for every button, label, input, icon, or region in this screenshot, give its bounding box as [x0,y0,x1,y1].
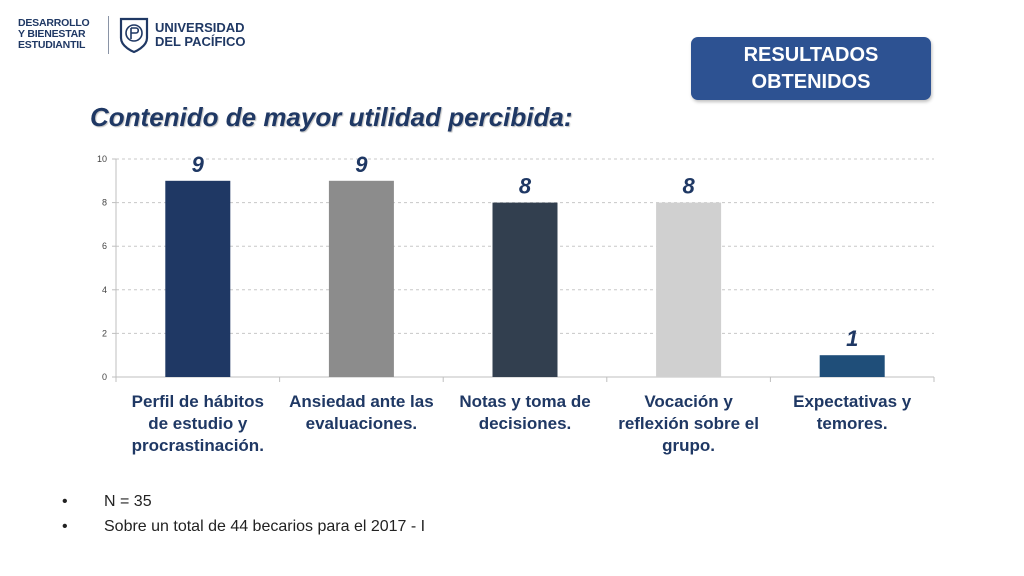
x-category-label: Vocación y [644,392,733,411]
y-tick-label: 8 [102,198,107,208]
data-label: 8 [682,174,695,199]
x-category-label: Ansiedad ante las [289,392,434,411]
badge-line-2: OBTENIDOS [751,70,871,93]
data-label: 1 [846,326,858,351]
note-item: N = 35 [60,489,425,514]
x-category-label: evaluaciones. [306,414,418,433]
logo-line-2: Y BIENESTAR [18,28,86,40]
x-category-label: decisiones. [479,414,572,433]
results-badge: RESULTADOS OBTENIDOS [691,37,931,100]
notes-list: N = 35 Sobre un total de 44 becarios par… [60,489,425,539]
bar [492,202,558,377]
data-label: 8 [519,174,532,199]
y-tick-label: 6 [102,241,107,251]
university-name-line-1: UNIVERSIDAD [155,20,245,35]
y-tick-label: 4 [102,285,107,295]
x-category-label: Perfil de hábitos [132,392,264,411]
x-category-label: Expectativas y [793,392,912,411]
y-tick-label: 2 [102,328,107,338]
badge-line-1: RESULTADOS [743,43,879,66]
university-name: UNIVERSIDAD DEL PACÍFICO [155,21,246,49]
bar [165,180,231,377]
data-label: 9 [192,152,205,177]
bar-chart: 0 2 4 6 8 10 9 Perfil de hábitos de estudio y pro… [0,140,1024,470]
x-category-label: grupo. [662,436,715,455]
bar [819,355,885,377]
university-name-line-2: DEL PACÍFICO [155,34,246,49]
bar [328,180,394,377]
x-category-label: Notas y toma de [459,392,590,411]
y-tick-label: 10 [97,154,107,164]
desarrollo-bienestar-logo: DESARROLLO Y BIENESTAR ESTUDIANTIL [18,18,102,51]
logo-line-1: DESARROLLO [18,17,90,29]
university-seal-icon [119,17,149,54]
x-category-label: de estudio y [148,414,248,433]
logo-line-3: ESTUDIANTIL [18,39,86,51]
x-category-label: reflexión sobre el [618,414,759,433]
chart-canvas: 0 2 4 6 8 10 9 Perfil de hábitos de estudio y pro… [97,152,935,455]
bar [656,202,722,377]
x-category-label: temores. [817,414,888,433]
x-category-label: procrastinación. [132,436,264,455]
slide-title: Contenido de mayor utilidad percibida: [90,102,573,132]
header: DESARROLLO Y BIENESTAR ESTUDIANTIL UNIVE… [0,0,1024,70]
y-tick-label: 0 [102,372,107,382]
data-label: 9 [355,152,368,177]
note-item: Sobre un total de 44 becarios para el 20… [60,514,425,539]
logo-divider [108,16,109,54]
